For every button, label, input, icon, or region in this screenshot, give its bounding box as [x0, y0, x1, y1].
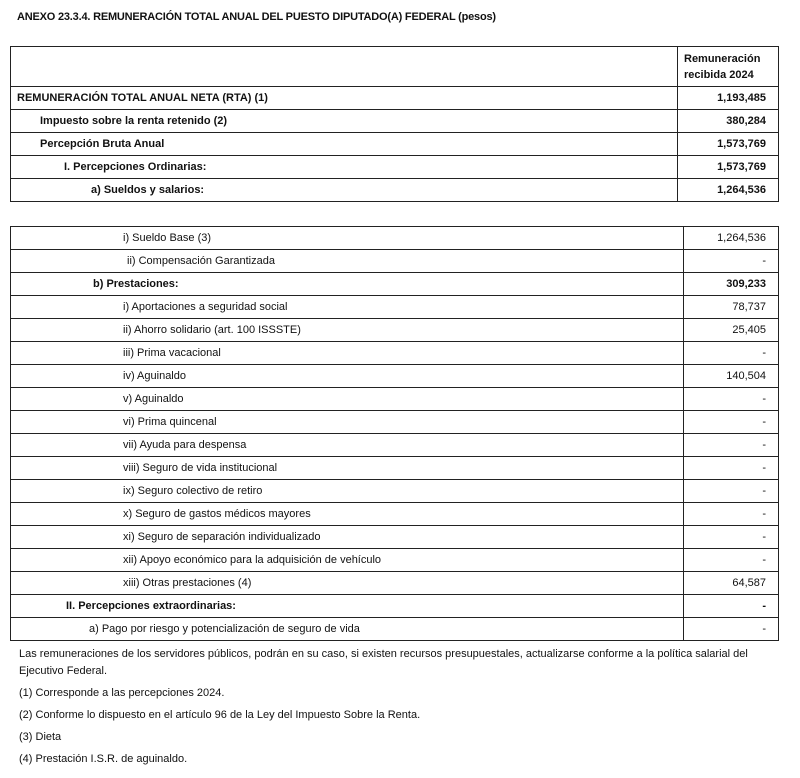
table-row: Percepción Bruta Anual 1,573,769 [10, 132, 779, 156]
row-value: 1,573,769 [677, 155, 779, 179]
table-row: b) Prestaciones: 309,233 [10, 272, 779, 296]
table-row: a) Pago por riesgo y potencialización de… [10, 617, 779, 641]
row-value: 1,193,485 [677, 86, 779, 110]
footnote-1: (1) Corresponde a las percepciones 2024. [19, 687, 225, 699]
row-label: REMUNERACIÓN TOTAL ANUAL NETA (RTA) (1) [10, 86, 678, 110]
table-row: vii) Ayuda para despensa - [10, 433, 779, 457]
table-row: Impuesto sobre la renta retenido (2) 380… [10, 109, 779, 133]
row-value: - [683, 594, 779, 618]
row-label: xiii) Otras prestaciones (4) [10, 571, 684, 595]
row-label: v) Aguinaldo [10, 387, 684, 411]
row-label: ix) Seguro colectivo de retiro [10, 479, 684, 503]
row-value: 140,504 [683, 364, 779, 388]
row-value: - [683, 456, 779, 480]
row-label: b) Prestaciones: [10, 272, 684, 296]
row-label: vi) Prima quincenal [10, 410, 684, 434]
table-row: i) Aportaciones a seguridad social 78,737 [10, 295, 779, 319]
row-value: - [683, 249, 779, 273]
row-label: iv) Aguinaldo [10, 364, 684, 388]
row-label: ii) Ahorro solidario (art. 100 ISSSTE) [10, 318, 684, 342]
row-value: - [683, 548, 779, 572]
row-value: 309,233 [683, 272, 779, 296]
row-value: - [683, 479, 779, 503]
row-value: 1,264,536 [677, 178, 779, 202]
table-header-row: Remuneración recibida 2024 [10, 46, 779, 87]
table-row: viii) Seguro de vida institucional - [10, 456, 779, 480]
footnote-general: Las remuneraciones de los servidores púb… [19, 648, 748, 677]
row-value: - [683, 341, 779, 365]
footnotes: Las remuneraciones de los servidores púb… [19, 646, 784, 773]
detail-table: i) Sueldo Base (3) 1,264,536 ii) Compensac… [10, 226, 779, 641]
row-value: - [683, 525, 779, 549]
row-label: ii) Compensación Garantizada [10, 249, 684, 273]
row-value: - [683, 617, 779, 641]
row-label: i) Sueldo Base (3) [10, 226, 684, 250]
row-value: 1,573,769 [677, 132, 779, 156]
row-value: 380,284 [677, 109, 779, 133]
table-row: iv) Aguinaldo 140,504 [10, 364, 779, 388]
row-label: Percepción Bruta Anual [10, 132, 678, 156]
table-row: xii) Apoyo económico para la adquisición… [10, 548, 779, 572]
table-row: REMUNERACIÓN TOTAL ANUAL NETA (RTA) (1) … [10, 86, 779, 110]
row-label: a) Sueldos y salarios: [10, 178, 678, 202]
table-row: iii) Prima vacacional - [10, 341, 779, 365]
table-row: I. Percepciones Ordinarias: 1,573,769 [10, 155, 779, 179]
summary-table: Remuneración recibida 2024 REMUNERACIÓN … [10, 46, 779, 202]
footnote-3: (3) Dieta [19, 731, 62, 743]
row-value: 78,737 [683, 295, 779, 319]
table-row: ii) Ahorro solidario (art. 100 ISSSTE) 25… [10, 318, 779, 342]
header-blank-cell [10, 46, 678, 87]
row-label: viii) Seguro de vida institucional [10, 456, 684, 480]
row-value: 64,587 [683, 571, 779, 595]
row-label: I. Percepciones Ordinarias: [10, 155, 678, 179]
row-label: x) Seguro de gastos médicos mayores [10, 502, 684, 526]
table-row: ix) Seguro colectivo de retiro - [10, 479, 779, 503]
column-header: Remuneración recibida 2024 [677, 46, 779, 87]
row-label: i) Aportaciones a seguridad social [10, 295, 684, 319]
row-label: iii) Prima vacacional [10, 341, 684, 365]
row-label: vii) Ayuda para despensa [10, 433, 684, 457]
row-label: Impuesto sobre la renta retenido (2) [10, 109, 678, 133]
table-row: xi) Seguro de separación individualizado… [10, 525, 779, 549]
table-row: v) Aguinaldo - [10, 387, 779, 411]
row-label: xi) Seguro de separación individualizado [10, 525, 684, 549]
row-value: - [683, 387, 779, 411]
footnote-2: (2) Conforme lo dispuesto en el artículo… [19, 709, 421, 721]
row-value: 25,405 [683, 318, 779, 342]
footnote-4: (4) Prestación I.S.R. de aguinaldo. [19, 753, 188, 765]
row-value: - [683, 410, 779, 434]
row-label: xii) Apoyo económico para la adquisición… [10, 548, 684, 572]
table-row: II. Percepciones extraordinarias: - [10, 594, 779, 618]
table-row: a) Sueldos y salarios: 1,264,536 [10, 178, 779, 202]
table-row: i) Sueldo Base (3) 1,264,536 [10, 226, 779, 250]
document-title: ANEXO 23.3.4. REMUNERACIÓN TOTAL ANUAL D… [17, 11, 496, 23]
row-value: 1,264,536 [683, 226, 779, 250]
row-value: - [683, 502, 779, 526]
table-row: ii) Compensación Garantizada - [10, 249, 779, 273]
row-label: a) Pago por riesgo y potencialización de… [10, 617, 684, 641]
table-row: xiii) Otras prestaciones (4) 64,587 [10, 571, 779, 595]
row-label: II. Percepciones extraordinarias: [10, 594, 684, 618]
table-row: x) Seguro de gastos médicos mayores - [10, 502, 779, 526]
table-row: vi) Prima quincenal - [10, 410, 779, 434]
row-value: - [683, 433, 779, 457]
